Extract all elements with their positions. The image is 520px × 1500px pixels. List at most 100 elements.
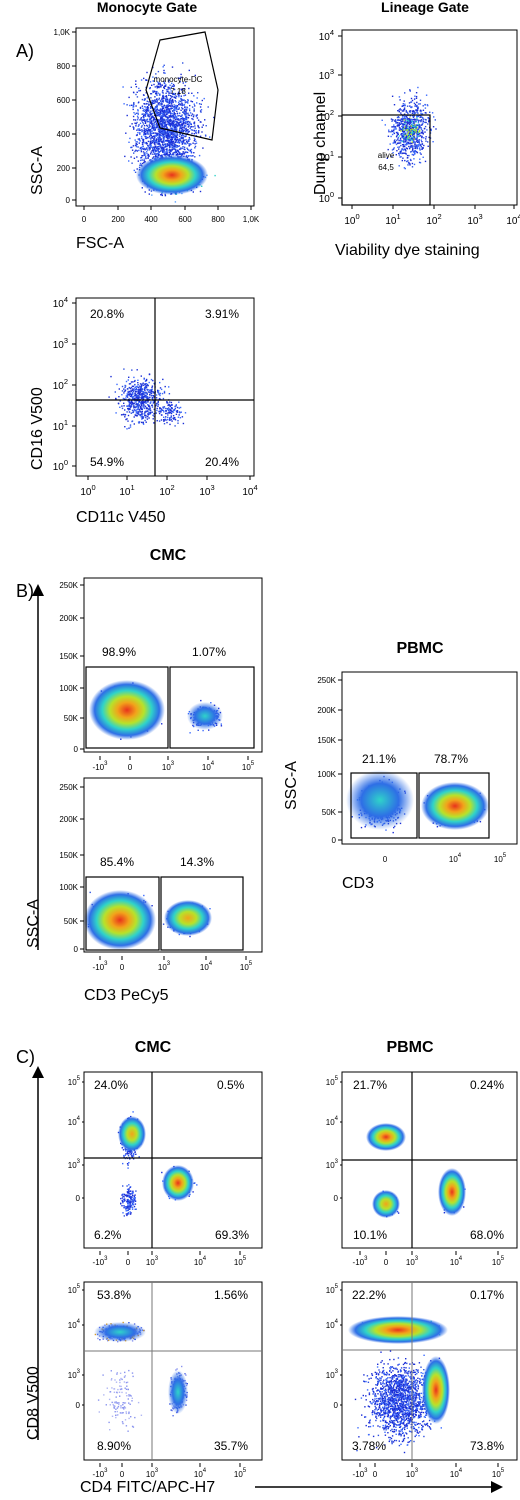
a3-bottom-right: 20.4% xyxy=(205,455,239,469)
scatter-point xyxy=(182,111,184,113)
scatter-point xyxy=(172,153,174,155)
scatter-point xyxy=(145,111,147,114)
scatter-point xyxy=(171,411,173,413)
scatter-point xyxy=(161,392,164,395)
scatter-point xyxy=(148,409,151,411)
scatter-point xyxy=(416,137,418,140)
scatter-point xyxy=(137,132,139,134)
scatter-point xyxy=(170,108,172,110)
scatter-point xyxy=(414,128,417,131)
scatter-point xyxy=(139,406,142,408)
scatter-point xyxy=(173,85,175,87)
scatter-point xyxy=(170,409,172,411)
scatter-point xyxy=(145,387,147,390)
scatter-point xyxy=(394,126,396,129)
scatter-point xyxy=(176,108,178,110)
scatter-point xyxy=(165,89,168,91)
scatter-point xyxy=(133,157,136,159)
scatter-point xyxy=(169,133,171,135)
scatter-point xyxy=(149,134,151,136)
scatter-point xyxy=(160,86,162,88)
scatter-point xyxy=(145,416,147,419)
scatter-point xyxy=(159,83,161,85)
scatter-point xyxy=(162,92,164,94)
scatter-point xyxy=(411,120,413,123)
scatter-point xyxy=(157,137,159,140)
scatter-point xyxy=(182,133,184,135)
scatter-point xyxy=(400,121,402,123)
scatter-point xyxy=(139,393,141,395)
scatter-point xyxy=(408,135,411,138)
scatter-point xyxy=(168,141,170,143)
scatter-point xyxy=(160,120,162,122)
scatter-point xyxy=(188,149,190,151)
scatter-point xyxy=(180,120,182,122)
scatter-point xyxy=(183,112,185,114)
scatter-point xyxy=(407,128,409,130)
scatter-point xyxy=(187,99,189,102)
y-tick-label: 100 xyxy=(53,458,68,473)
scatter-point xyxy=(159,387,162,389)
scatter-point xyxy=(130,393,132,395)
scatter-point xyxy=(159,136,161,139)
scatter-point xyxy=(135,143,137,145)
scatter-point xyxy=(131,400,133,402)
scatter-point xyxy=(167,88,169,90)
scatter-point xyxy=(138,128,141,130)
scatter-point xyxy=(141,187,143,189)
scatter-point xyxy=(165,116,167,118)
scatter-point xyxy=(153,127,155,129)
scatter-point xyxy=(413,111,416,113)
scatter-point xyxy=(176,106,179,108)
scatter-point xyxy=(173,139,176,141)
scatter-point xyxy=(178,122,180,124)
scatter-point xyxy=(158,130,160,133)
ssc-a-axis-label: SSC-A xyxy=(29,146,46,195)
scatter-point xyxy=(417,129,419,131)
scatter-point xyxy=(421,124,423,126)
scatter-point xyxy=(150,122,152,124)
scatter-point xyxy=(400,149,403,151)
scatter-point xyxy=(416,117,418,120)
scatter-point xyxy=(422,105,424,107)
scatter-point xyxy=(167,86,169,88)
scatter-point xyxy=(148,128,150,131)
scatter-point xyxy=(413,137,415,139)
scatter-point xyxy=(142,382,144,384)
scatter-point xyxy=(395,143,398,146)
scatter-point xyxy=(174,129,177,131)
scatter-point xyxy=(130,156,132,158)
scatter-point xyxy=(150,144,152,147)
scatter-point xyxy=(140,407,142,409)
scatter-point xyxy=(392,126,394,128)
scatter-point xyxy=(164,85,167,87)
scatter-point xyxy=(170,140,173,142)
scatter-point xyxy=(173,154,175,156)
scatter-point xyxy=(150,153,152,155)
scatter-point xyxy=(164,97,166,100)
scatter-point xyxy=(413,131,415,133)
scatter-point xyxy=(161,105,163,108)
scatter-point xyxy=(406,125,408,127)
scatter-point xyxy=(143,388,146,390)
scatter-point xyxy=(128,160,130,162)
scatter-point xyxy=(118,388,120,390)
scatter-point xyxy=(175,150,177,152)
scatter-point xyxy=(183,129,186,132)
scatter-point xyxy=(133,119,135,121)
scatter-point xyxy=(132,115,135,118)
scatter-point xyxy=(419,162,422,164)
scatter-point xyxy=(404,120,407,122)
scatter-point xyxy=(420,119,423,121)
scatter-point xyxy=(145,128,147,131)
scatter-point xyxy=(144,114,146,116)
scatter-point xyxy=(163,86,165,89)
scatter-point xyxy=(178,94,180,97)
scatter-point xyxy=(177,141,180,144)
scatter-point xyxy=(400,130,402,132)
scatter-point xyxy=(390,118,393,120)
scatter-point xyxy=(417,132,419,134)
scatter-point xyxy=(410,97,413,100)
scatter-point xyxy=(189,155,191,157)
